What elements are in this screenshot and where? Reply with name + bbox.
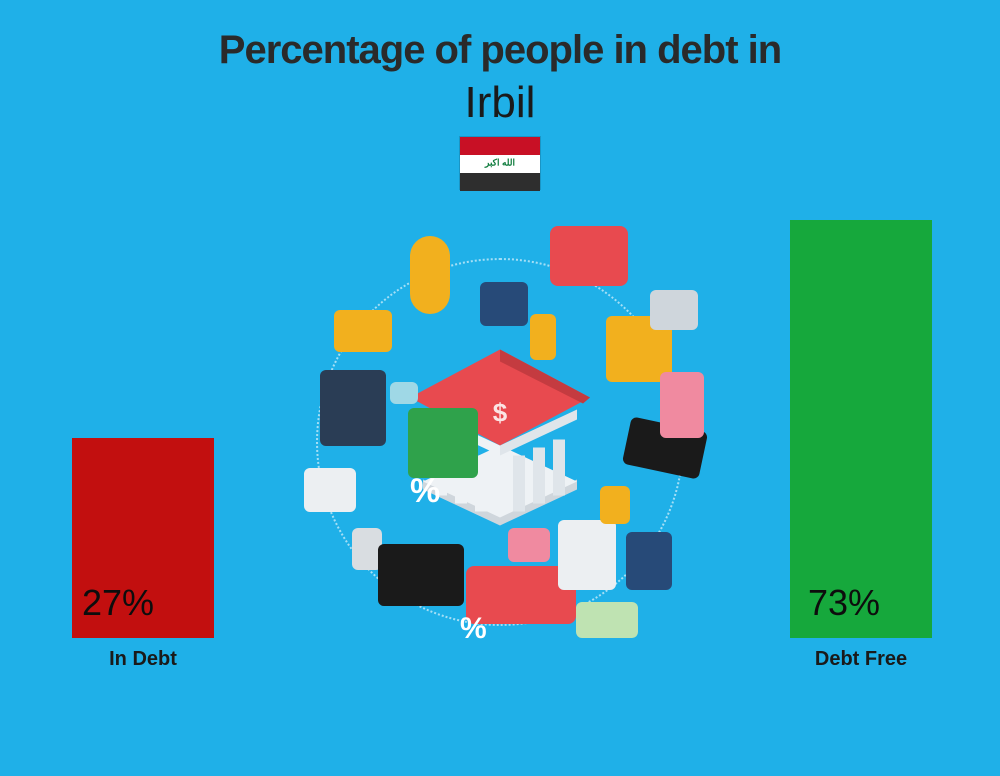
flag-stripe-top	[460, 137, 540, 155]
cash-stack-icon	[408, 408, 478, 478]
bar-in-debt-label: In Debt	[43, 648, 243, 671]
iraq-flag-icon: الله اكبر	[459, 136, 541, 190]
bar-in-debt-value: 27%	[82, 582, 154, 624]
bar-in-debt: 27% In Debt	[72, 0, 214, 638]
house-icon	[550, 226, 628, 286]
bar-debt-free-value: 73%	[808, 582, 880, 624]
gold-key-icon	[530, 314, 556, 360]
bar-debt-free-label: Debt Free	[761, 648, 961, 671]
bar-debt-free: 73% Debt Free	[790, 0, 932, 638]
calculator2-icon	[626, 532, 672, 590]
padlock-icon	[600, 486, 630, 524]
safe-icon	[320, 370, 386, 446]
piggybank-icon	[508, 528, 550, 562]
banknote-icon	[576, 602, 638, 638]
diamond-icon	[390, 382, 418, 404]
flag-script: الله اكبر	[460, 158, 540, 169]
clipboard-icon	[558, 520, 616, 590]
camera-icon	[650, 290, 698, 330]
phone-icon	[660, 372, 704, 438]
finance-collage-icon: $ %%	[290, 232, 710, 652]
bar-debt-free-rect	[790, 220, 932, 638]
briefcase-icon	[378, 544, 464, 606]
caduceus-icon	[410, 236, 450, 314]
svg-text:$: $	[493, 398, 508, 428]
calculator-icon	[480, 282, 528, 326]
percent2-icon: %	[460, 612, 490, 642]
envelope-icon	[334, 310, 392, 352]
flag-stripe-bot	[460, 173, 540, 191]
chart-icon	[304, 468, 356, 512]
